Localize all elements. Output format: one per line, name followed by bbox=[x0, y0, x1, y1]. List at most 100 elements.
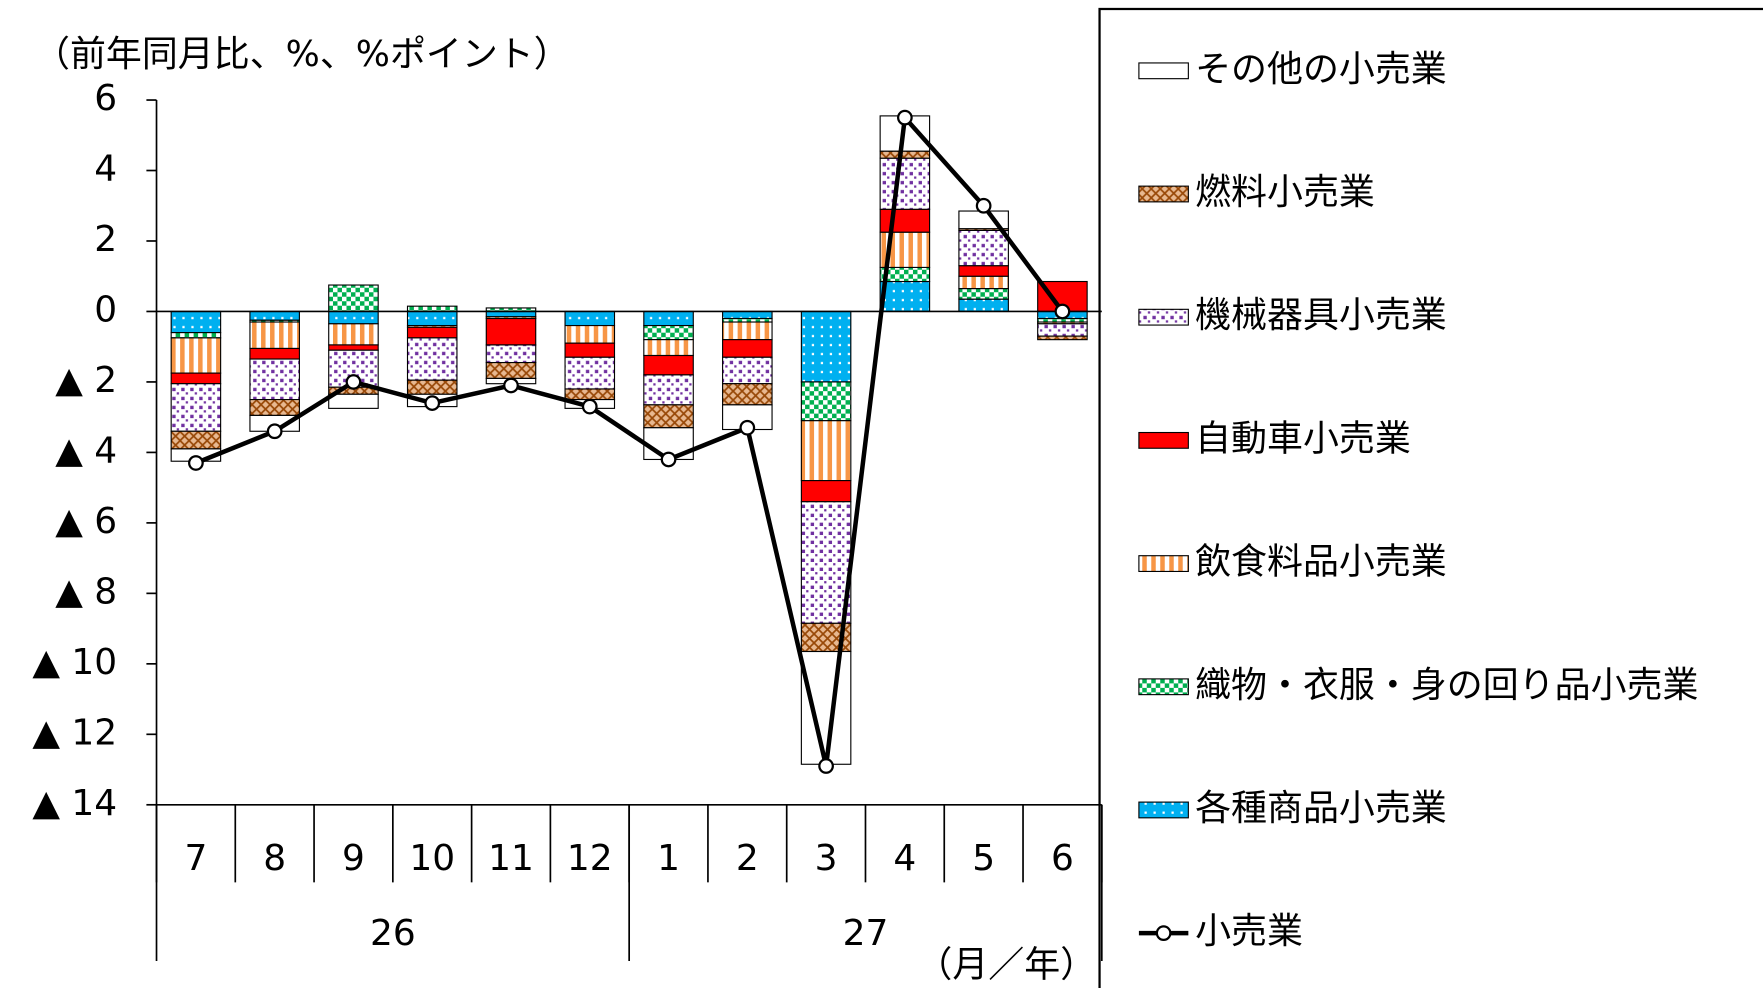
bar-segment bbox=[170, 430, 222, 450]
bar-segment bbox=[958, 298, 1009, 313]
bar-segment bbox=[958, 229, 1009, 267]
x-tick-label: 1 bbox=[657, 838, 680, 879]
bar-segment bbox=[800, 480, 852, 503]
bar-segment bbox=[406, 326, 458, 339]
bar-segment bbox=[328, 393, 379, 409]
x-tick-label: 10 bbox=[409, 838, 455, 879]
x-tick-label: 4 bbox=[893, 838, 916, 879]
bar-segment bbox=[249, 321, 300, 350]
y-tick-label: ▲ 8 bbox=[55, 571, 117, 612]
bar-segment bbox=[564, 342, 616, 358]
legend-swatch bbox=[1138, 555, 1189, 573]
y-tick-label: ▲ 4 bbox=[55, 430, 117, 471]
y-axis-label: （前年同月比、%、%ポイント） bbox=[34, 34, 570, 75]
bar-segment bbox=[722, 339, 773, 358]
bar-segment bbox=[958, 275, 1009, 290]
bar-segment bbox=[249, 398, 300, 416]
y-tick-label: ▲ 12 bbox=[32, 712, 117, 753]
y-tick-label: ▲ 14 bbox=[32, 783, 117, 824]
x-tick-label: 11 bbox=[488, 838, 534, 879]
line-marker bbox=[1054, 303, 1071, 320]
x-tick-label: 12 bbox=[567, 838, 613, 879]
bar-segment bbox=[564, 388, 616, 401]
legend-label: 燃料小売業 bbox=[1195, 172, 1375, 213]
bar-segment bbox=[800, 310, 852, 383]
bar-segment bbox=[170, 332, 222, 339]
bar-segment bbox=[643, 339, 694, 357]
bar-segment bbox=[879, 280, 931, 313]
legend-label: 各種商品小売業 bbox=[1195, 788, 1447, 829]
x-axis-unit: （月／年） bbox=[916, 945, 1096, 986]
bar-segment bbox=[406, 310, 458, 327]
bar-segment bbox=[328, 344, 379, 351]
bar-segment bbox=[328, 323, 379, 346]
bar-segment bbox=[564, 310, 616, 327]
bar-segment bbox=[800, 650, 852, 765]
bar-segment bbox=[406, 379, 458, 395]
bar-segment bbox=[328, 284, 379, 313]
x-tick-label: 5 bbox=[972, 838, 995, 879]
y-tick-label: 4 bbox=[94, 149, 117, 190]
bar-segment bbox=[485, 344, 537, 364]
bar-segment bbox=[722, 383, 773, 406]
legend-swatch bbox=[1138, 801, 1189, 819]
line-marker bbox=[818, 758, 834, 774]
bar-segment bbox=[249, 310, 300, 321]
line-marker bbox=[424, 395, 441, 411]
legend-label: 織物・衣服・身の回り品小売業 bbox=[1195, 665, 1698, 706]
bar-segment bbox=[958, 287, 1009, 300]
bar-segment bbox=[800, 420, 852, 482]
bar-segment bbox=[800, 501, 852, 624]
line-marker bbox=[975, 197, 992, 214]
bar-segment bbox=[879, 150, 931, 159]
line bbox=[195, 112, 1065, 767]
bar-segment bbox=[643, 324, 694, 341]
line-marker bbox=[503, 377, 519, 394]
bar-segment bbox=[1037, 323, 1088, 337]
bar-segment bbox=[800, 381, 852, 422]
bar-segment bbox=[328, 310, 379, 325]
line-marker bbox=[897, 109, 913, 126]
x-tick-label: 8 bbox=[263, 838, 286, 879]
bar-segment bbox=[958, 265, 1009, 277]
year-label: 26 bbox=[370, 913, 416, 954]
line-marker bbox=[188, 455, 204, 471]
bar-segment bbox=[170, 383, 222, 432]
x-tick-label: 6 bbox=[1051, 838, 1074, 879]
y-tick-label: ▲ 2 bbox=[55, 360, 117, 401]
legend-swatch bbox=[1138, 431, 1189, 449]
bar-segment bbox=[564, 324, 616, 344]
bar-segment bbox=[170, 310, 222, 334]
bar-segment bbox=[879, 208, 931, 233]
x-tick-label: 9 bbox=[342, 838, 365, 879]
legend-swatch bbox=[1138, 185, 1189, 203]
x-tick-label: 2 bbox=[736, 838, 759, 879]
y-tick-label: 2 bbox=[94, 219, 117, 260]
bar-segment bbox=[722, 321, 773, 341]
bar-segment bbox=[485, 317, 537, 346]
legend-swatch bbox=[1138, 678, 1189, 696]
bar-segment bbox=[485, 361, 537, 379]
bar-segment bbox=[722, 310, 773, 320]
line-marker bbox=[266, 423, 283, 440]
line-marker bbox=[345, 374, 362, 390]
bar-segment bbox=[249, 358, 300, 401]
legend-label: 自動車小売業 bbox=[1195, 418, 1411, 459]
legend-swatch bbox=[1138, 62, 1189, 80]
year-label: 27 bbox=[843, 913, 889, 954]
y-tick-label: 6 bbox=[94, 78, 117, 119]
bar-segment bbox=[643, 374, 694, 406]
bar-segment bbox=[643, 404, 694, 429]
bar-segment bbox=[170, 372, 222, 385]
bar-segment bbox=[1037, 335, 1088, 341]
line-marker bbox=[581, 398, 598, 415]
bar-segment bbox=[170, 337, 222, 374]
bar-segment bbox=[722, 356, 773, 385]
legend-marker bbox=[1155, 925, 1172, 942]
y-tick-label: ▲ 6 bbox=[55, 501, 117, 542]
line-marker bbox=[739, 419, 756, 436]
x-tick-label: 3 bbox=[815, 838, 838, 879]
bar-segment bbox=[564, 356, 616, 390]
legend-label: 飲食料品小売業 bbox=[1195, 542, 1447, 583]
